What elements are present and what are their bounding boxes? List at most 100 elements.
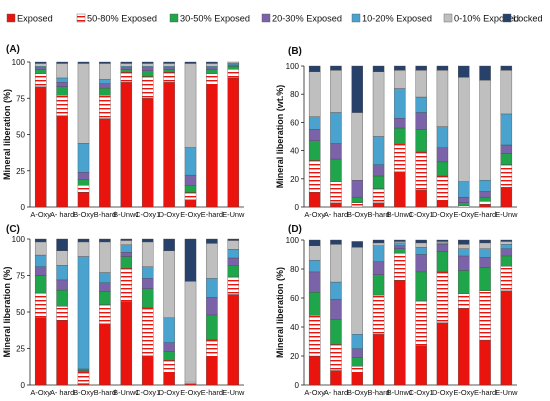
bar-segment bbox=[99, 238, 111, 243]
bar-segment bbox=[351, 241, 363, 248]
x-tick-label: B-Unw1 bbox=[113, 388, 139, 397]
bar-segment bbox=[34, 254, 47, 267]
bar-segment bbox=[436, 126, 449, 148]
bar-segment bbox=[330, 65, 342, 71]
bar-segment bbox=[308, 140, 321, 161]
bar-segment bbox=[227, 69, 240, 79]
y-tick-label: 100 bbox=[12, 235, 26, 244]
bar-segment bbox=[372, 261, 385, 275]
bar-segment bbox=[415, 254, 427, 273]
bar-segment bbox=[163, 360, 175, 374]
bar-segment bbox=[141, 61, 154, 64]
bar-segment bbox=[458, 255, 470, 271]
x-tick-label: B-Oxy bbox=[73, 210, 94, 219]
bar-segment bbox=[141, 98, 154, 208]
bar-segment bbox=[56, 95, 68, 116]
bar-segment bbox=[206, 69, 218, 74]
bar-segment bbox=[415, 129, 427, 153]
bar-segment bbox=[77, 63, 90, 144]
bar-segment bbox=[184, 61, 197, 64]
chart-panel-1: 0 25 50 75 100 Mineral liberation (%) (A) A-Oxy… bbox=[2, 44, 245, 219]
bar-segment bbox=[120, 238, 133, 241]
x-tick-label: A- hard bbox=[324, 210, 348, 219]
bar-segment bbox=[330, 70, 342, 113]
bar-segment bbox=[227, 61, 240, 64]
panel-label: (C) bbox=[6, 224, 20, 235]
legend: Exposed 50-80% Exposed 30-50% Exposed 20-30… bbox=[6, 13, 543, 24]
bar-segment bbox=[372, 334, 385, 386]
bar-segment bbox=[479, 201, 491, 205]
y-tick-label: 75 bbox=[16, 272, 25, 281]
bar-segment bbox=[372, 136, 385, 165]
bar-segment bbox=[330, 344, 342, 371]
chart-panel-3: 0 25 50 75 100 Mineral liberation (%) (C) A-Oxy… bbox=[2, 224, 245, 397]
bar-segment bbox=[120, 244, 133, 253]
bar-segment bbox=[330, 112, 342, 144]
legend-swatch bbox=[169, 13, 179, 23]
y-tick-label: 50 bbox=[16, 308, 25, 317]
bar-segment bbox=[56, 265, 68, 281]
bar-segment bbox=[436, 241, 449, 244]
bar-segment bbox=[500, 153, 513, 165]
bar-segment bbox=[351, 334, 363, 349]
bar-segment bbox=[206, 63, 218, 67]
y-tick-label: 0 bbox=[295, 203, 300, 212]
y-axis-label: Mineral liberation (%) bbox=[275, 267, 285, 358]
x-tick-label: E-hard bbox=[201, 210, 223, 219]
bar-segment bbox=[163, 317, 175, 343]
bar-segment bbox=[415, 189, 427, 208]
bar-segment bbox=[77, 241, 90, 257]
bar-segment bbox=[227, 249, 240, 259]
bar-segment bbox=[351, 112, 363, 181]
bar-segment bbox=[206, 297, 218, 316]
bar-segment bbox=[184, 199, 197, 208]
bar-segment bbox=[415, 300, 427, 347]
bar-segment bbox=[206, 339, 218, 358]
bar-segment bbox=[77, 371, 90, 384]
bar-segment bbox=[458, 202, 470, 206]
bar-segment bbox=[415, 96, 427, 113]
bar-segment bbox=[99, 282, 111, 292]
legend-swatch bbox=[351, 13, 361, 23]
bar-segment bbox=[500, 144, 513, 154]
bar-segment bbox=[351, 348, 363, 358]
bar-segment bbox=[308, 245, 321, 261]
bar-segment bbox=[330, 370, 342, 386]
bar-segment bbox=[99, 323, 111, 386]
bar-segment bbox=[99, 118, 111, 208]
bar-segment bbox=[163, 250, 175, 319]
bar-segment bbox=[34, 86, 47, 208]
bar-segment bbox=[56, 289, 68, 307]
bar-segment bbox=[500, 239, 513, 242]
bar-segment bbox=[141, 66, 154, 68]
bar-segment bbox=[415, 151, 427, 191]
y-tick-label: 40 bbox=[290, 323, 299, 332]
bar-segment bbox=[394, 248, 406, 254]
bar-segment bbox=[184, 192, 197, 200]
bar-segment bbox=[351, 202, 363, 208]
bar-segment bbox=[163, 67, 175, 70]
bar-segment bbox=[77, 61, 90, 64]
bar-segment bbox=[141, 63, 154, 67]
bar-segment bbox=[227, 257, 240, 266]
x-tick-label: B-Unw1 bbox=[387, 210, 413, 219]
bar-segment bbox=[120, 66, 133, 68]
bar-segment bbox=[436, 242, 449, 245]
y-tick-label: 80 bbox=[290, 265, 299, 274]
bar-segment bbox=[141, 241, 154, 267]
bar-segment bbox=[120, 69, 133, 73]
x-tick-label: E-Unw bbox=[222, 210, 245, 219]
x-tick-label: E-Unw bbox=[222, 388, 245, 397]
bar-segment bbox=[34, 317, 47, 386]
bar-segment bbox=[351, 357, 363, 367]
bar-segment bbox=[500, 244, 513, 249]
bar-segment bbox=[330, 181, 342, 203]
legend-label: 10-20% Exposed bbox=[362, 14, 432, 24]
legend-label: 20-30% Exposed bbox=[272, 14, 342, 24]
bar-segment bbox=[479, 239, 491, 244]
bar-segment bbox=[479, 196, 491, 202]
bar-segment bbox=[206, 314, 218, 340]
panel-label: (B) bbox=[288, 46, 302, 57]
bar-segment bbox=[500, 265, 513, 291]
bar-segment bbox=[163, 66, 175, 68]
